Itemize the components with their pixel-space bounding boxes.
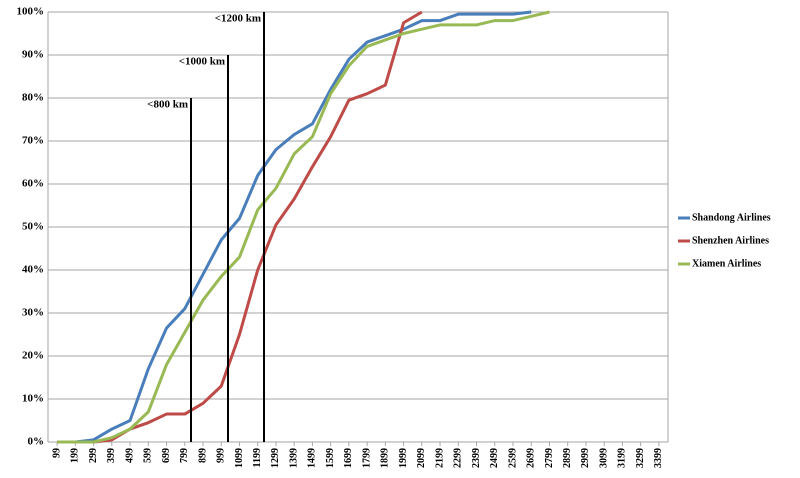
x-tick-label: 1299 (270, 448, 281, 468)
y-tick-label: 50% (22, 221, 44, 233)
x-tick-label: 599 (143, 448, 154, 463)
x-tick-label: 99 (51, 448, 62, 458)
x-tick-label: 2199 (434, 448, 445, 468)
x-tick-label: 2499 (489, 448, 500, 468)
x-tick-label: 1999 (398, 448, 409, 468)
x-tick-label: 1099 (234, 448, 245, 468)
x-tick-label: 1799 (361, 448, 372, 468)
x-tick-label: 699 (161, 448, 172, 463)
x-tick-label: 3199 (617, 448, 628, 468)
y-tick-label: 80% (22, 92, 44, 104)
x-tick-label: 2799 (544, 448, 555, 468)
x-tick-label: 2999 (580, 448, 591, 468)
series-line (57, 10, 532, 444)
x-tick-label: 2099 (416, 448, 427, 468)
x-tick-label: 299 (88, 448, 99, 463)
x-tick-label: 2299 (453, 448, 464, 468)
y-tick-label: 10% (22, 393, 44, 405)
y-tick-label: 70% (22, 135, 44, 147)
x-tick-label: 799 (179, 448, 190, 463)
x-tick-label: 3099 (598, 448, 609, 468)
y-tick-label: 90% (22, 49, 44, 61)
annotation-label: <1200 km (215, 13, 261, 25)
x-tick-label: 2399 (471, 448, 482, 468)
x-tick-label: 1699 (343, 448, 354, 468)
x-tick-label: 1199 (252, 448, 263, 467)
legend-label: Shenzhen Airlines (692, 235, 769, 246)
y-tick-label: 40% (22, 264, 44, 276)
x-tick-label: 3399 (653, 448, 664, 468)
x-tick-label: 1899 (380, 448, 391, 468)
x-tick-label: 199 (70, 448, 81, 463)
x-tick-label: 3299 (635, 448, 646, 468)
legend-label: Xiamen Airlines (692, 258, 761, 269)
x-tick-label: 399 (106, 448, 117, 463)
x-tick-label: 999 (216, 448, 227, 463)
y-tick-label: 30% (22, 307, 44, 319)
x-tick-label: 499 (124, 448, 135, 463)
legend-label: Shandong Airlines (692, 212, 771, 223)
y-tick-label: 0% (28, 436, 45, 448)
x-tick-label: 899 (197, 448, 208, 463)
x-tick-label: 2599 (507, 448, 518, 468)
x-tick-label: 1599 (325, 448, 336, 468)
x-tick-label: 1499 (307, 448, 318, 468)
x-tick-label: 2699 (526, 448, 537, 468)
y-tick-label: 60% (22, 178, 44, 190)
y-tick-label: 100% (17, 6, 45, 18)
y-tick-label: 20% (22, 350, 44, 362)
annotation-label: <1000 km (179, 56, 225, 68)
annotation-label: <800 km (147, 99, 188, 111)
x-tick-label: 2899 (562, 448, 573, 468)
x-tick-label: 1399 (288, 448, 299, 468)
series-line (57, 10, 550, 444)
